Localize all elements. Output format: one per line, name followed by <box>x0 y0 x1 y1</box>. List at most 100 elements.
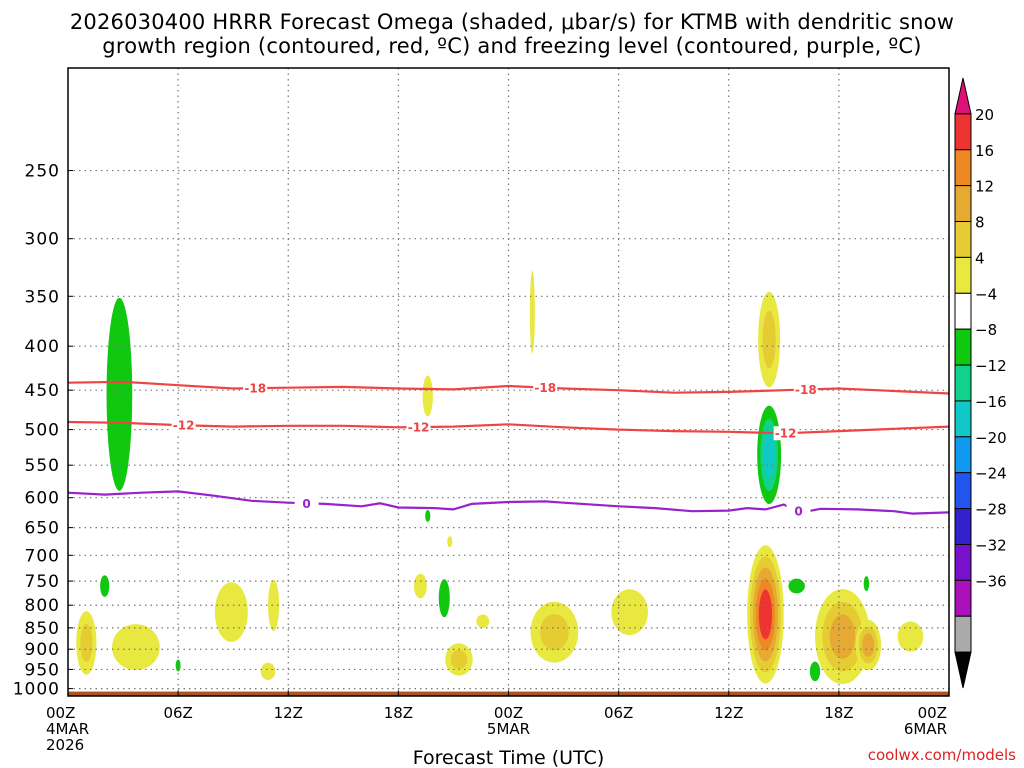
contour-label-bg-2-0 <box>294 496 319 511</box>
colorbar-label-8: −16 <box>975 393 1007 411</box>
x-tick-label-0-0: 00Z <box>46 704 75 722</box>
x-tick-label-36-0: 12Z <box>714 704 743 722</box>
omega-pos-cell-17-level-1 <box>476 614 490 628</box>
omega-neg-cell-24-level-1 <box>863 576 870 592</box>
colorbar: 20 16 12 8 4 −4 −8 −12 −16 −20 −24 −28 −32 −36 <box>954 77 1007 689</box>
x-tick-label-0-1: 4MAR <box>46 720 89 738</box>
x-tick-label-24-0: 00Z <box>494 704 523 722</box>
omega-neg-cell-10-level-1 <box>175 659 181 672</box>
contour-label-bg-1-0 <box>171 418 196 433</box>
colorbar-swatch-4 <box>954 221 972 258</box>
y-tick-label-1000: 1000 <box>13 680 60 700</box>
x-tick-label-24-1: 5MAR <box>487 720 530 738</box>
colorbar-swatch-15 <box>954 615 972 653</box>
y-tick-label-400: 400 <box>25 337 60 357</box>
y-tick-label-350: 350 <box>25 287 60 307</box>
colorbar-swatch-10 <box>954 436 972 474</box>
colorbar-swatch-2 <box>954 149 972 187</box>
x-tick-label-30-0: 06Z <box>604 704 633 722</box>
x-tick-label-6-0: 06Z <box>163 704 192 722</box>
y-tick-label-750: 750 <box>25 572 60 592</box>
omega-neg-cell-0-level-1 <box>106 297 133 491</box>
omega-pos-cell-26-level-1 <box>897 621 924 652</box>
x-tick-label-0-2: 2026 <box>46 736 84 754</box>
colorbar-label-3: 8 <box>975 214 985 232</box>
omega-pos-cell-2-level-2 <box>762 310 776 369</box>
y-tick-label-250: 250 <box>25 162 60 182</box>
y-tick-label-300: 300 <box>25 230 60 250</box>
omega-neg-cell-21-level-1 <box>788 578 805 594</box>
omega-pos-cell-20-level-5 <box>758 589 773 640</box>
contour-label-bg-1-1 <box>406 420 431 435</box>
colorbar-label-0: 20 <box>975 106 994 124</box>
omega-neg-cell-25-level-1 <box>809 661 821 682</box>
colorbar-swatch-3 <box>954 185 972 223</box>
colorbar-label-10: −24 <box>975 465 1007 483</box>
colorbar-swatch-8 <box>954 364 972 402</box>
omega-pos-cell-8-level-2 <box>80 623 93 662</box>
colorbar-top-arrow <box>954 77 972 115</box>
colorbar-bottom-arrow <box>954 651 972 689</box>
contour-label--18: -18 <box>795 383 817 397</box>
omega-shading <box>76 270 924 685</box>
y-tick-label-600: 600 <box>25 489 60 509</box>
colorbar-swatch-11 <box>954 472 972 510</box>
colorbar-label-11: −28 <box>975 501 1007 519</box>
contour-label--12: -12 <box>775 427 797 441</box>
omega-pos-cell-6-level-1 <box>447 536 453 548</box>
x-tick-label-42-0: 18Z <box>824 704 853 722</box>
colorbar-label-2: 12 <box>975 178 994 196</box>
colorbar-swatch-14 <box>954 579 972 617</box>
contour-label-0: 0 <box>794 505 802 519</box>
omega-pos-cell-4-level-1 <box>422 375 433 417</box>
omega-pos-cell-18-level-2 <box>540 613 569 651</box>
y-tick-label-950: 950 <box>25 660 60 680</box>
grid-lines <box>68 68 949 696</box>
contour-label-0: 0 <box>302 497 310 511</box>
colorbar-label-6: −8 <box>975 321 997 339</box>
x-tick-label-12-0: 12Z <box>274 704 303 722</box>
omega-pos-cell-13-level-1 <box>260 662 276 681</box>
y-tick-label-800: 800 <box>25 596 60 616</box>
omega-pos-cell-9-level-1 <box>112 624 160 671</box>
y-tick-label-850: 850 <box>25 619 60 639</box>
x-tick-label-18-0: 18Z <box>384 704 413 722</box>
y-tick-label-450: 450 <box>25 381 60 401</box>
colorbar-label-5: −4 <box>975 285 997 303</box>
colorbar-label-7: −12 <box>975 357 1007 375</box>
contour-label-bg-0-2 <box>793 382 818 397</box>
omega-neg-cell-7-level-1 <box>100 575 110 597</box>
colorbar-swatch-5 <box>954 256 972 294</box>
colorbar-swatch-7 <box>954 328 972 366</box>
omega-neg-cell-1-level-3 <box>763 431 775 478</box>
colorbar-label-9: −20 <box>975 429 1007 447</box>
credit-link[interactable]: coolwx.com/models <box>867 746 1016 764</box>
x-axis-title: Forecast Time (UTC) <box>413 747 604 768</box>
y-tick-label-700: 700 <box>25 546 60 566</box>
contour-label-bg-2-1 <box>786 504 811 519</box>
x-tick-label-48-0: 00Z <box>918 704 947 722</box>
contour-label--18: -18 <box>244 382 266 396</box>
colorbar-label-4: 4 <box>975 249 985 267</box>
contour-0 <box>67 490 950 515</box>
chart-title-line2: growth region (contoured, red, ºC) and f… <box>102 34 922 58</box>
colorbar-swatch-13 <box>954 543 972 581</box>
contour-label-bg-1-2 <box>773 426 798 441</box>
y-axis: 2503003504004505005506006507007508008509… <box>13 162 73 700</box>
x-tick-label-48-1: 6MAR <box>904 720 947 738</box>
colorbar-swatch-12 <box>954 508 972 545</box>
omega-pos-cell-3-level-1 <box>529 270 535 354</box>
omega-pos-cell-23-level-3 <box>862 633 875 657</box>
contour-label-bg-0-0 <box>243 381 268 396</box>
y-tick-label-500: 500 <box>25 421 60 441</box>
omega-pos-cell-16-level-2 <box>450 649 468 670</box>
omega-neg-cell-5-level-1 <box>425 510 431 522</box>
colorbar-swatch-1 <box>954 113 972 151</box>
omega-pos-cell-12-level-1 <box>268 579 280 631</box>
contour--12 <box>67 420 950 435</box>
contour-label--12: -12 <box>173 419 195 433</box>
chart-title-line1: 2026030400 HRRR Forecast Omega (shaded, … <box>69 10 955 34</box>
omega-pos-cell-11-level-1 <box>214 582 248 643</box>
